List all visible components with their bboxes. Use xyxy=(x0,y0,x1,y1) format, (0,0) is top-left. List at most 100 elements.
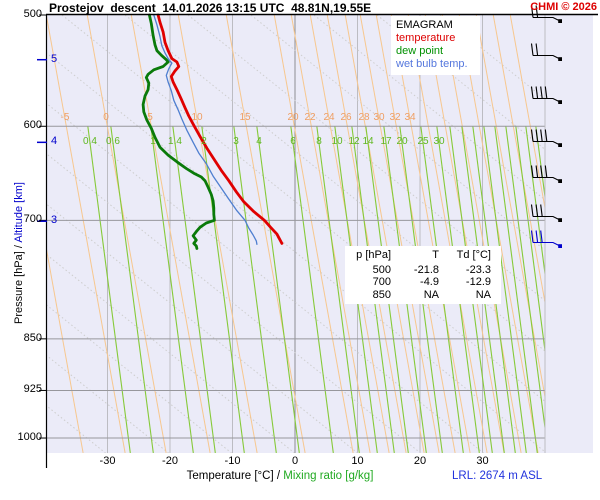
temp-label-30: 30 xyxy=(476,455,489,467)
moist-adiabat-label-32: 32 xyxy=(389,112,401,123)
x-axis-title-temperature: Temperature [°C] xyxy=(186,470,274,482)
barb-feather xyxy=(544,86,548,99)
mixing-ratio-label-1: 1 xyxy=(150,136,156,147)
dry-adiabat-line xyxy=(46,253,295,453)
moist-adiabat-line xyxy=(130,15,211,453)
mixing-ratio-label-25: 25 xyxy=(417,136,429,147)
y-axis-title-altitude: Altitude [km] xyxy=(13,182,25,243)
mixing-ratio-line xyxy=(150,126,194,453)
pressure-label-600: 600 xyxy=(23,119,42,132)
moist-adiabat-label-10: 10 xyxy=(191,112,203,123)
altitude-label-5: 5 xyxy=(51,52,58,65)
moist-adiabat-label-15: 15 xyxy=(239,112,251,123)
table-cell: -21.8 xyxy=(413,263,439,276)
temp-label-20: 20 xyxy=(413,455,427,467)
moist-adiabat-label-28: 28 xyxy=(358,112,370,123)
mixing-ratio-label-14: 14 xyxy=(362,136,374,147)
mixing-ratio-line xyxy=(515,126,545,355)
moist-adiabat-line xyxy=(309,15,390,453)
mixing-ratio-line xyxy=(256,126,300,453)
mixing-ratio-label-6: 6 xyxy=(290,136,296,147)
barb-feather xyxy=(535,5,539,18)
moist-adiabat-label-30: 30 xyxy=(373,112,385,123)
barb-feather xyxy=(540,204,543,217)
mixing-ratio-label-12: 12 xyxy=(348,136,360,147)
dry-adiabat-line xyxy=(124,15,545,352)
moist-adiabat-label-0: 0 xyxy=(103,112,109,123)
mixing-ratio-line xyxy=(201,126,245,453)
barb-feather xyxy=(530,230,534,243)
barb-feather xyxy=(540,230,543,243)
moist-adiabat-line xyxy=(177,15,258,453)
moist-adiabat-line xyxy=(509,15,545,211)
temp-label--10: -10 xyxy=(224,455,241,467)
mixing-ratio-line xyxy=(483,126,527,453)
barb-feather xyxy=(535,204,539,217)
temp-label-0: 0 xyxy=(291,455,299,467)
moist-adiabat-line xyxy=(424,15,505,453)
moist-adiabat-line xyxy=(86,15,167,453)
mixing-ratio-line xyxy=(494,126,538,453)
curve-dew_point xyxy=(141,13,216,250)
moist-adiabat-label--5: -5 xyxy=(60,112,70,123)
moist-adiabat-line xyxy=(359,15,440,453)
barb-feather xyxy=(535,165,539,178)
curve-temperature xyxy=(156,13,284,245)
curve-wet_bulb_temperature xyxy=(153,14,258,245)
copyright-text: CHMI © 2026 xyxy=(530,1,597,13)
altitude-label-4: 4 xyxy=(51,135,58,148)
barb-feather xyxy=(530,129,534,142)
wind-barb xyxy=(530,230,562,248)
dry-adiabat-line xyxy=(250,15,545,251)
y-axis-title-sep: / xyxy=(13,242,25,252)
table-cell: NA xyxy=(423,288,439,301)
dry-adiabat-line xyxy=(46,51,545,453)
table-header-p: p [hPa] xyxy=(356,249,391,261)
mixing-ratio-label-8: 8 xyxy=(316,136,322,147)
dry-adiabat-line xyxy=(376,15,545,151)
moist-adiabat-line xyxy=(225,15,306,453)
mixing-ratio-line xyxy=(233,126,277,453)
mixing-ratio-label-0.4: 0.4 xyxy=(83,136,97,147)
dry-adiabat-line xyxy=(46,354,169,453)
table-header-td: Td [°C] xyxy=(456,249,491,261)
wind-barb xyxy=(530,204,562,222)
barb-feather xyxy=(544,129,548,142)
moist-adiabat-label-24: 24 xyxy=(323,112,335,123)
moist-adiabat-label-5: 5 xyxy=(147,112,153,123)
moist-adiabat-line xyxy=(46,243,84,453)
lrl-label: LRL: 2674 m ASL xyxy=(452,470,543,482)
y-axis-title: Pressure [hPa] / Altitude [km] xyxy=(13,158,25,348)
mixing-ratio-line xyxy=(172,126,216,453)
moist-adiabat-line xyxy=(375,15,456,453)
mixing-ratio-label-1.4: 1.4 xyxy=(168,136,182,147)
moist-adiabat-label-22: 22 xyxy=(304,112,316,123)
barb-feather xyxy=(544,165,548,178)
y-axis-title-pressure: Pressure [hPa] xyxy=(13,251,25,324)
mixing-ratio-line xyxy=(505,126,545,432)
dry-adiabat-line xyxy=(313,15,545,201)
table-cell: -23.3 xyxy=(465,263,491,276)
pressure-label-925: 925 xyxy=(23,383,42,396)
moist-adiabat-line xyxy=(458,15,539,453)
wind-barb xyxy=(530,86,562,104)
legend-item-dew-point: dew point xyxy=(396,45,444,57)
wind-barb xyxy=(530,43,562,61)
dry-adiabat-line xyxy=(46,203,358,453)
page-title: Prostejov descent 14.01.2026 13:15 UTC 4… xyxy=(49,1,372,15)
mixing-ratio-label-0.6: 0.6 xyxy=(106,136,120,147)
barb-feather xyxy=(535,230,539,243)
wind-barbs xyxy=(530,5,562,248)
mixing-ratio-line xyxy=(290,126,334,453)
dry-adiabat-line xyxy=(187,15,545,302)
mixing-ratio-label-2: 2 xyxy=(201,136,207,147)
temp-label--20: -20 xyxy=(162,455,178,467)
moist-adiabat-label-20: 20 xyxy=(287,112,299,123)
pressure-label-700: 700 xyxy=(23,213,42,226)
table-cell: 500 xyxy=(372,263,391,276)
sounding-table: p [hPa] T Td [°C] 500 -21.8 -23.3 700 -4… xyxy=(345,246,501,304)
mixing-ratio-label-30: 30 xyxy=(433,136,445,147)
mixing-ratio-label-20: 20 xyxy=(396,136,408,147)
